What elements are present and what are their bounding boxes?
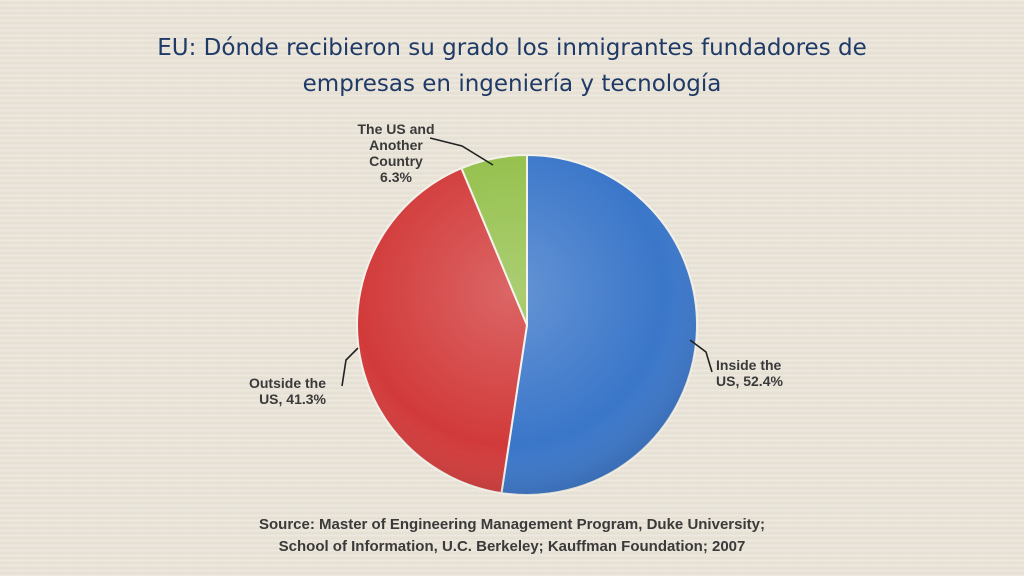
slice-label-line: Another bbox=[369, 137, 423, 153]
source-note: Source: Master of Engineering Management… bbox=[212, 514, 812, 558]
pie-slice-inside-us bbox=[500, 153, 698, 496]
leader-line-outside-us bbox=[341, 347, 359, 387]
slice-label-outside-us: Outside the US, 41.3% bbox=[249, 375, 327, 407]
slice-label-line: US, 52.4% bbox=[716, 373, 783, 389]
leader-line-inside-us bbox=[689, 339, 713, 373]
slice-label-inside-us: Inside the US, 52.4% bbox=[716, 357, 783, 389]
chart-title-line-2: empresas en ingeniería y tecnología bbox=[302, 71, 722, 97]
chart-title-line-1: EU: Dónde recibieron su grado los inmigr… bbox=[157, 35, 867, 61]
slice-label-line: 6.3% bbox=[380, 169, 412, 185]
slice-label-us-and-another-country: The US and Another Country 6.3% bbox=[357, 121, 434, 185]
slice-label-line: Outside the bbox=[249, 375, 326, 391]
slice-label-line: US, 41.3% bbox=[259, 391, 326, 407]
slice-label-line: The US and bbox=[357, 121, 434, 137]
slice-label-line: Country bbox=[369, 153, 423, 169]
source-line-2: School of Information, U.C. Berkeley; Ka… bbox=[278, 538, 746, 555]
chart-title: EU: Dónde recibieron su grado los inmigr… bbox=[112, 30, 912, 102]
source-line-1: Source: Master of Engineering Management… bbox=[259, 516, 765, 533]
slice-label-line: Inside the bbox=[716, 357, 782, 373]
leader-line-us-and-another-country bbox=[429, 137, 494, 166]
